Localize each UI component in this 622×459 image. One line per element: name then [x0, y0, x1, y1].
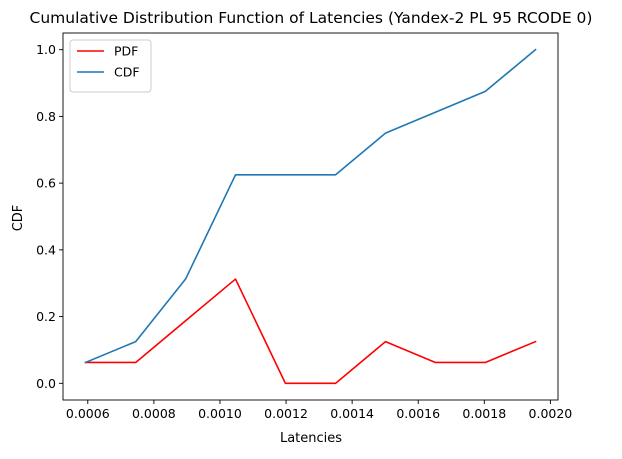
- y-axis-title: CDF: [11, 205, 26, 232]
- axes-frame: [62, 32, 559, 401]
- legend-label-cdf: CDF: [114, 65, 140, 80]
- x-axis-title: Latencies: [280, 431, 342, 446]
- legend-label-pdf: PDF: [114, 44, 138, 59]
- x-tick-label: 0.0020: [529, 406, 573, 421]
- y-tick-label: 0.6: [36, 176, 56, 191]
- x-tick-label: 0.0006: [66, 406, 110, 421]
- y-tick-label: 0.0: [36, 376, 56, 391]
- y-tick-label: 0.2: [36, 309, 56, 324]
- x-tick-label: 0.0008: [132, 406, 176, 421]
- chart-title: Cumulative Distribution Function of Late…: [30, 9, 593, 27]
- plot-area: 0.0006 0.0008 0.0010 0.0012 0.0014 0.0016 0.00…: [36, 32, 573, 421]
- y-tick-label: 0.4: [36, 242, 56, 257]
- x-tick-label: 0.0016: [396, 406, 440, 421]
- legend: PDF CDF: [69, 39, 152, 93]
- x-tick-label: 0.0012: [264, 406, 308, 421]
- x-tick-label: 0.0018: [462, 406, 506, 421]
- series-line-cdf: [84, 48, 537, 364]
- legend-box: [69, 39, 152, 93]
- y-tick-label: 1.0: [36, 42, 56, 57]
- y-tick-label: 0.8: [36, 109, 56, 124]
- series-line-pdf: [84, 278, 537, 385]
- x-tick-label: 0.0014: [330, 406, 374, 421]
- x-tick-label: 0.0010: [198, 406, 242, 421]
